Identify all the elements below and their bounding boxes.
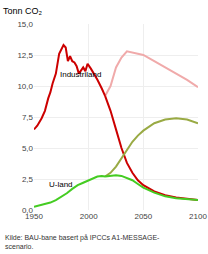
svg-text:2,5: 2,5 xyxy=(22,175,34,184)
svg-text:Tonn CO₂: Tonn CO₂ xyxy=(3,6,43,16)
svg-text:5,0: 5,0 xyxy=(22,144,34,153)
svg-text:12,5: 12,5 xyxy=(17,51,33,60)
svg-text:10,0: 10,0 xyxy=(17,82,33,91)
svg-text:U-land: U-land xyxy=(49,180,73,189)
svg-text:1950: 1950 xyxy=(25,212,43,221)
svg-text:7,5: 7,5 xyxy=(22,113,34,122)
svg-text:Kilde: BAU-bane basert på IPCC: Kilde: BAU-bane basert på IPCCs A1-MESSA… xyxy=(5,234,160,250)
svg-text:2050: 2050 xyxy=(134,212,152,221)
svg-text:0,0: 0,0 xyxy=(22,206,34,215)
svg-text:Industriland: Industriland xyxy=(60,70,101,79)
svg-text:15,0: 15,0 xyxy=(17,20,33,29)
svg-text:2000: 2000 xyxy=(80,212,98,221)
svg-text:2100: 2100 xyxy=(189,212,207,221)
